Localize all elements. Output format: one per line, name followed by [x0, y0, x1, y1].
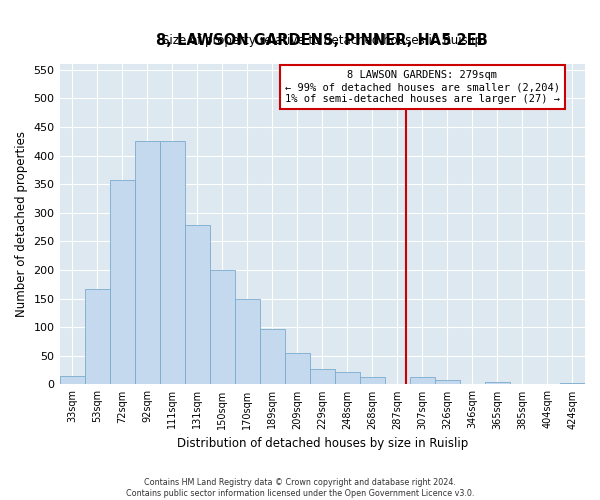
X-axis label: Distribution of detached houses by size in Ruislip: Distribution of detached houses by size …	[176, 437, 468, 450]
Bar	[485, 382, 510, 384]
Text: Contains HM Land Registry data © Crown copyright and database right 2024.
Contai: Contains HM Land Registry data © Crown c…	[126, 478, 474, 498]
Bar	[285, 353, 310, 384]
Bar	[435, 380, 460, 384]
Bar	[85, 289, 110, 384]
Bar	[410, 377, 435, 384]
Bar	[209, 270, 235, 384]
Title: 8, LAWSON GARDENS, PINNER, HA5 2EB: 8, LAWSON GARDENS, PINNER, HA5 2EB	[157, 32, 488, 48]
Bar	[110, 180, 134, 384]
Bar	[360, 377, 385, 384]
Bar	[235, 298, 260, 384]
Bar	[160, 142, 185, 384]
Bar	[134, 142, 160, 384]
Bar	[310, 369, 335, 384]
Bar	[185, 226, 209, 384]
Text: 8 LAWSON GARDENS: 279sqm
← 99% of detached houses are smaller (2,204)
1% of semi: 8 LAWSON GARDENS: 279sqm ← 99% of detach…	[285, 70, 560, 104]
Text: Size of property relative to detached houses in Ruislip: Size of property relative to detached ho…	[162, 34, 482, 46]
Bar	[59, 376, 85, 384]
Bar	[335, 372, 360, 384]
Y-axis label: Number of detached properties: Number of detached properties	[15, 132, 28, 318]
Bar	[260, 329, 285, 384]
Bar	[560, 382, 585, 384]
